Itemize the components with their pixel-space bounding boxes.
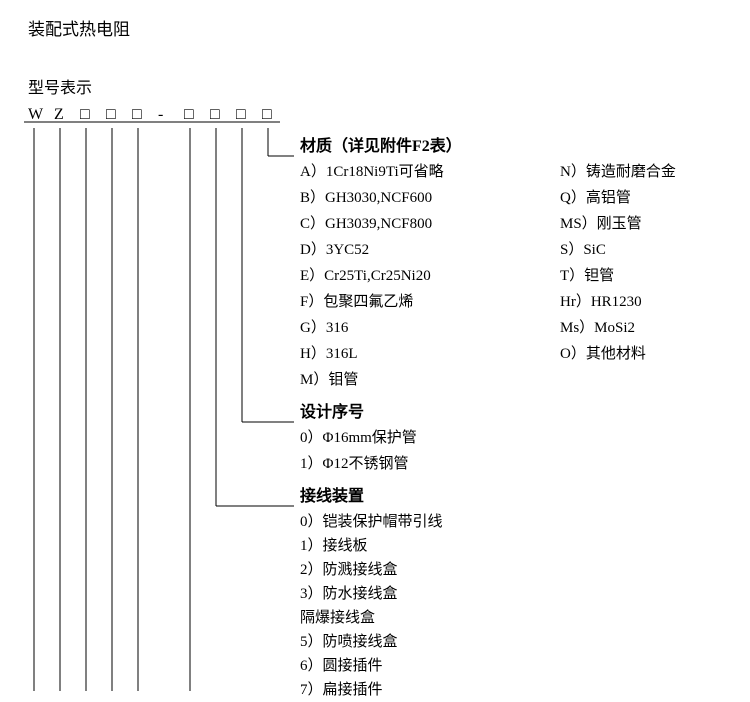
- material-item-2: C）GH3039,NCF800: [300, 212, 432, 236]
- material-item-8: M）钼管: [300, 368, 358, 392]
- material-item2-1: Q）高铝管: [560, 186, 631, 210]
- design-serial-item-0: 0）Φ16mm保护管: [300, 426, 417, 450]
- model-char-6: □: [184, 102, 195, 128]
- wiring-item-4: 隔爆接线盒: [300, 606, 375, 630]
- material-item-6: G）316: [300, 316, 348, 340]
- wiring-item-6: 6）圆接插件: [300, 654, 383, 678]
- material-item2-0: N）铸造耐磨合金: [560, 160, 676, 184]
- model-char-9: □: [262, 102, 273, 128]
- material-item2-5: Hr）HR1230: [560, 290, 642, 314]
- section-header-wiring: 接线装置: [300, 484, 364, 510]
- design-serial-item-1: 1）Φ12不锈钢管: [300, 452, 408, 476]
- material-item-1: B）GH3030,NCF600: [300, 186, 432, 210]
- model-char-1: Z: [54, 102, 65, 128]
- material-item2-3: S）SiC: [560, 238, 606, 262]
- material-item-3: D）3YC52: [300, 238, 369, 262]
- wiring-item-1: 1）接线板: [300, 534, 368, 558]
- material-item-4: E）Cr25Ti,Cr25Ni20: [300, 264, 431, 288]
- wiring-item-5: 5）防喷接线盒: [300, 630, 398, 654]
- page-title: 装配式热电阻: [28, 16, 130, 43]
- material-item-5: F）包聚四氟乙烯: [300, 290, 413, 314]
- model-char-0: W: [28, 102, 44, 128]
- wiring-item-0: 0）铠装保护帽带引线: [300, 510, 443, 534]
- material-item2-4: T）钽管: [560, 264, 614, 288]
- material-item-7: H）316L: [300, 342, 358, 366]
- material-item2-6: Ms）MoSi2: [560, 316, 635, 340]
- wiring-item-2: 2）防溅接线盒: [300, 558, 398, 582]
- wiring-item-7: 7）扁接插件: [300, 678, 383, 702]
- model-designation-label: 型号表示: [28, 76, 92, 102]
- model-char-7: □: [210, 102, 221, 128]
- model-char-5: -: [158, 102, 164, 128]
- model-char-4: □: [132, 102, 143, 128]
- material-item2-7: O）其他材料: [560, 342, 646, 366]
- model-char-8: □: [236, 102, 247, 128]
- section-header-design-serial: 设计序号: [300, 400, 364, 426]
- material-item-0: A）1Cr18Ni9Ti可省略: [300, 160, 444, 184]
- section-header-material: 材质（详见附件F2表）: [300, 134, 462, 160]
- wiring-item-3: 3）防水接线盒: [300, 582, 398, 606]
- model-char-2: □: [80, 102, 91, 128]
- material-item2-2: MS）刚玉管: [560, 212, 642, 236]
- model-char-3: □: [106, 102, 117, 128]
